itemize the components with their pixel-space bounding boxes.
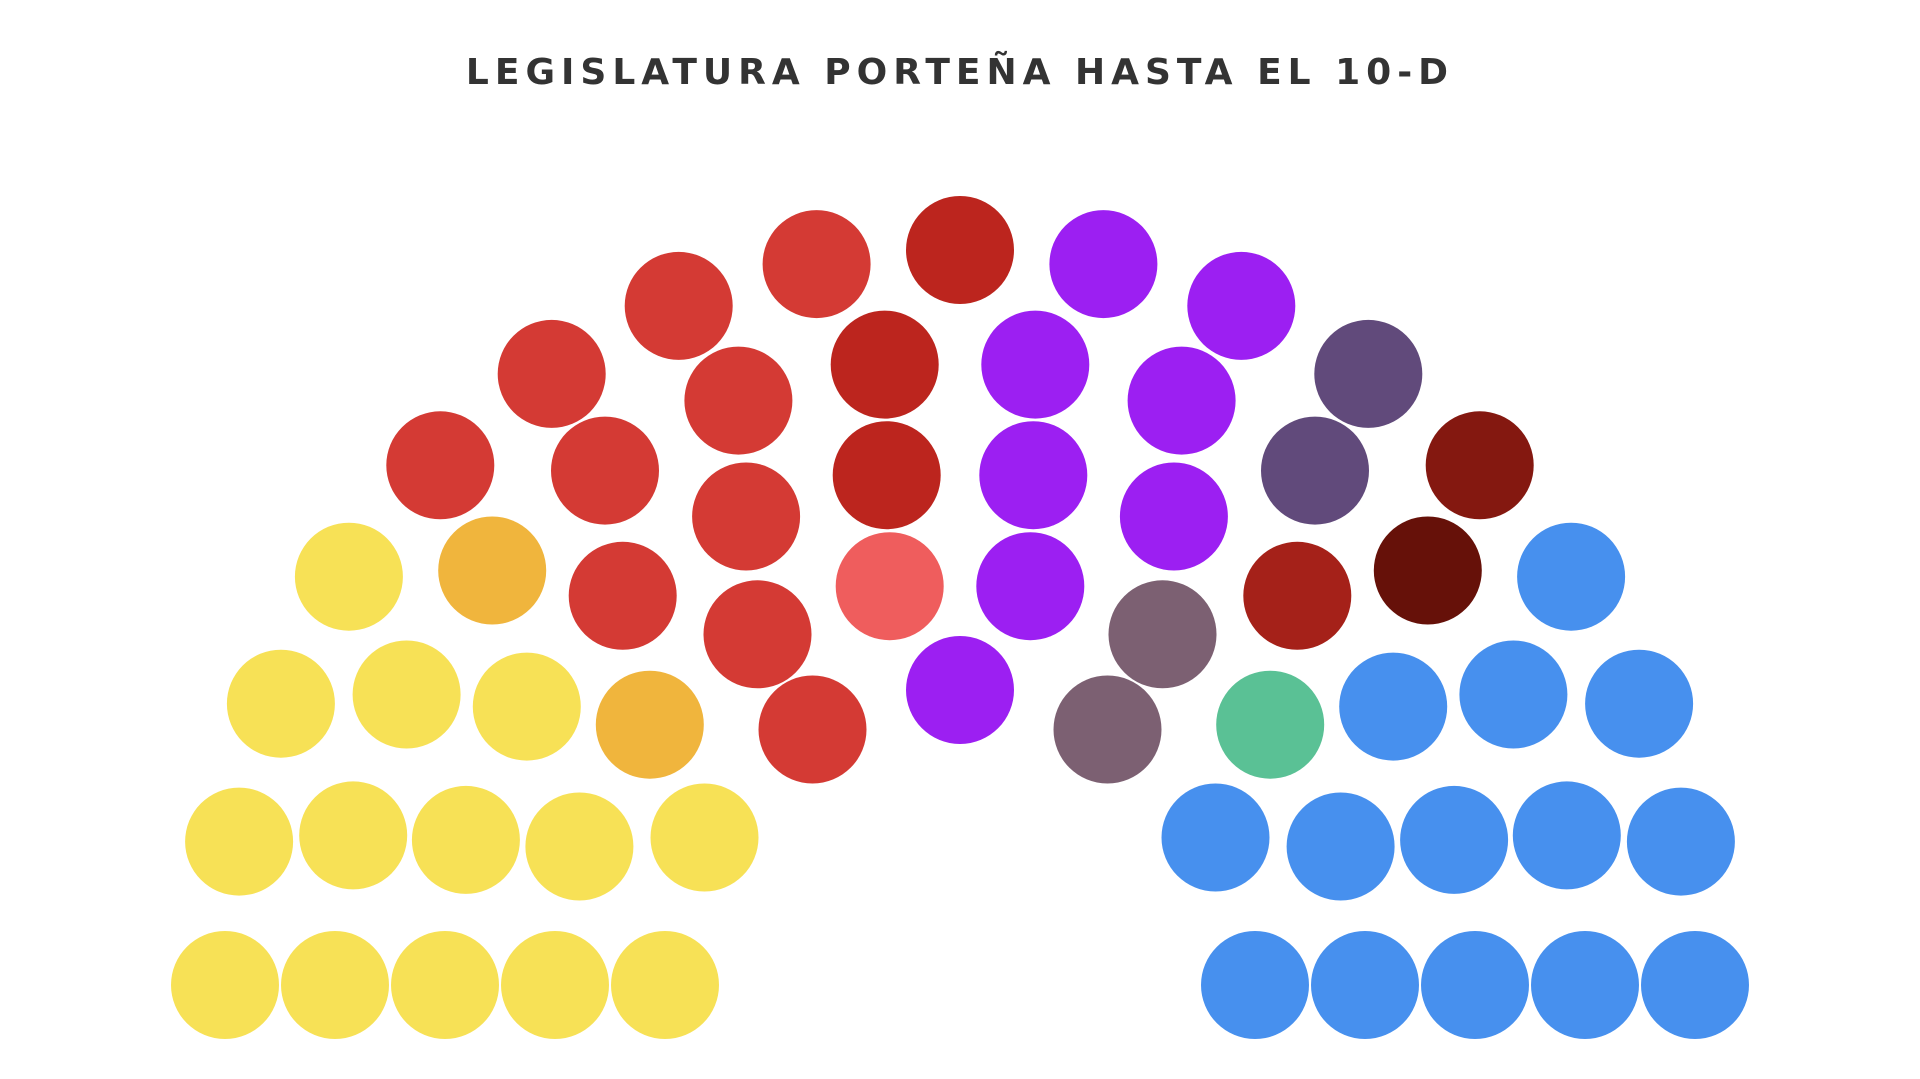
seat-55	[1626, 787, 1735, 896]
seat-52	[1286, 792, 1395, 901]
seat-4	[501, 931, 609, 1039]
seat-22	[758, 675, 867, 784]
seat-6	[185, 787, 294, 896]
seat-18	[568, 541, 677, 650]
seat-34	[976, 532, 1085, 641]
seat-40	[1053, 675, 1162, 784]
chart-title: LEGISLATURA PORTEÑA HASTA EL 10-D	[465, 52, 1455, 93]
seat-21	[703, 580, 812, 689]
seat-48	[1339, 652, 1448, 761]
seat-9	[525, 792, 634, 901]
seat-51	[1585, 649, 1694, 758]
seat-16	[438, 516, 547, 625]
seat-15	[595, 670, 704, 779]
seat-39	[1108, 580, 1217, 689]
seat-58	[1421, 931, 1529, 1039]
seat-14	[294, 522, 403, 631]
seat-17	[386, 411, 495, 520]
seat-13	[472, 652, 581, 761]
seat-42	[1261, 416, 1369, 525]
seat-10	[226, 649, 335, 758]
seat-5	[611, 931, 719, 1039]
seat-33	[979, 421, 1088, 530]
seat-7	[299, 781, 408, 890]
seat-44	[1425, 411, 1534, 520]
seat-11	[352, 640, 461, 749]
seat-36	[1127, 346, 1236, 455]
seat-56	[1641, 931, 1749, 1039]
seat-2	[281, 931, 389, 1039]
seat-49	[1161, 783, 1270, 892]
seat-12	[650, 783, 759, 892]
seat-54	[1512, 781, 1621, 890]
seat-19	[551, 416, 659, 525]
seat-47	[1517, 522, 1626, 631]
seat-43	[1243, 541, 1352, 650]
seat-30	[906, 196, 1014, 304]
seat-23	[692, 462, 801, 571]
seat-32	[981, 310, 1090, 419]
seat-27	[835, 532, 944, 641]
seat-46	[1216, 670, 1325, 779]
seat-35	[1049, 210, 1158, 319]
seat-59	[1311, 931, 1419, 1039]
seat-38	[1119, 462, 1228, 571]
seat-24	[624, 251, 733, 360]
seat-50	[1459, 640, 1568, 749]
seat-8	[411, 785, 520, 894]
seat-26	[762, 210, 871, 319]
seat-60	[1201, 931, 1309, 1039]
seat-29	[830, 310, 939, 419]
seat-1	[171, 931, 279, 1039]
seat-3	[391, 931, 499, 1039]
seat-28	[832, 421, 941, 530]
seat-20	[497, 319, 606, 428]
seat-37	[1187, 251, 1296, 360]
seat-25	[684, 346, 793, 455]
seat-41	[1314, 319, 1423, 428]
seat-53	[1400, 785, 1509, 894]
seat-45	[1373, 516, 1482, 625]
seat-57	[1531, 931, 1639, 1039]
seat-31	[906, 636, 1014, 744]
